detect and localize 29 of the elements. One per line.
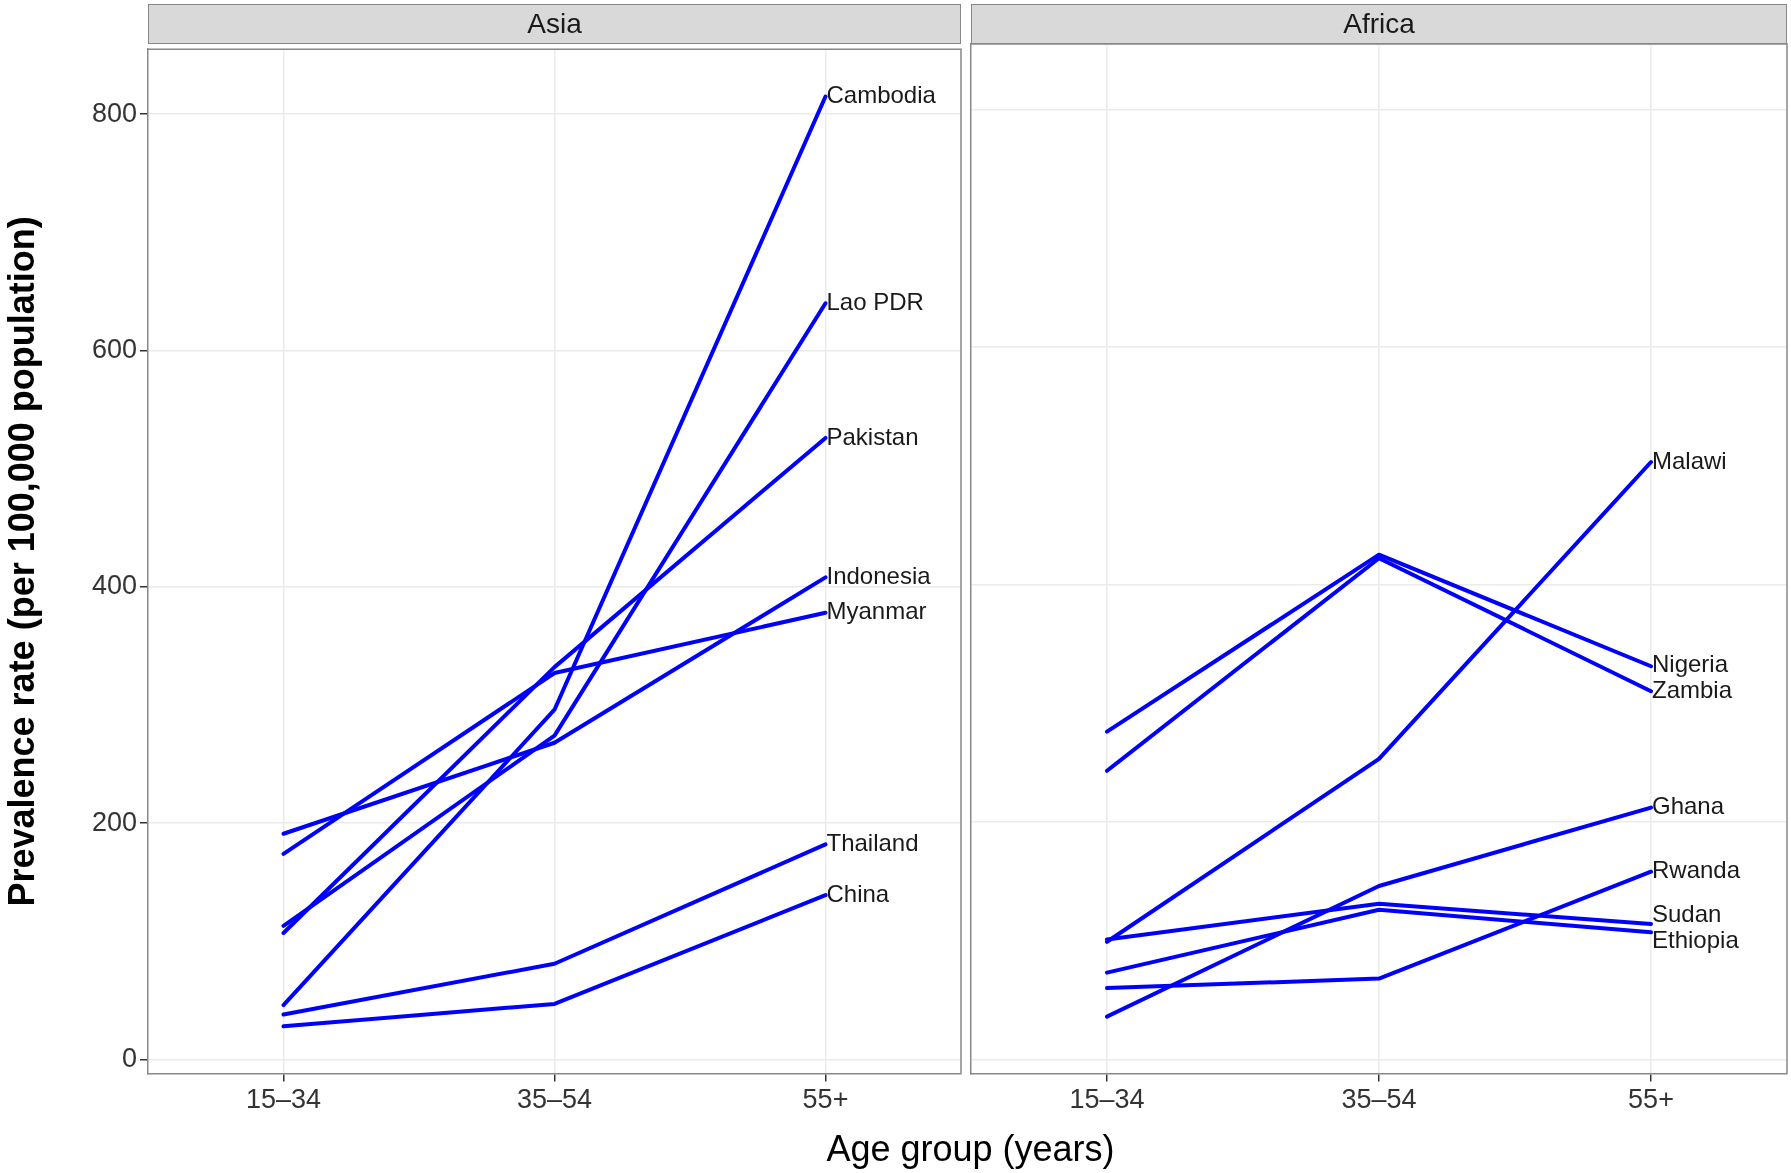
x-tick-label: 15–34 [245,1084,322,1115]
series-label: Zambia [1652,676,1733,704]
y-tick-label: 800 [91,97,137,128]
series-label: Thailand [826,829,919,857]
series-label: Malawi [1652,446,1727,474]
y-tick-label: 200 [91,806,137,837]
chart-title: Asia [148,4,961,44]
x-tick-label: 15–34 [1069,1084,1145,1115]
series-label: Pakistan [826,422,919,450]
y-tick-label: 0 [121,1042,137,1073]
series-label: Indonesia [826,561,932,589]
y-tick-label: 400 [91,570,137,601]
x-tick-label: 55+ [1628,1084,1674,1115]
x-axis-title: Age group (years) [825,1128,1116,1170]
x-tick-label: 35–54 [516,1084,593,1115]
series-label: China [826,879,890,907]
series-label: Lao PDR [826,287,924,315]
y-axis-title: Prevalence rate (per 100,000 population) [0,216,42,907]
series-label: Ethiopia [1652,925,1740,953]
x-tick-label: 35–54 [1341,1084,1417,1115]
series-label: Cambodia [826,81,937,109]
series-label: Myanmar [826,597,927,625]
series-label: Sudan [1652,899,1722,927]
y-tick-label: 600 [91,333,137,364]
series-label: Rwanda [1652,856,1741,884]
x-tick-label: 55+ [802,1084,849,1115]
series-label: Ghana [1652,792,1725,820]
chart-title: Africa [971,4,1787,44]
series-label: Nigeria [1652,650,1729,678]
